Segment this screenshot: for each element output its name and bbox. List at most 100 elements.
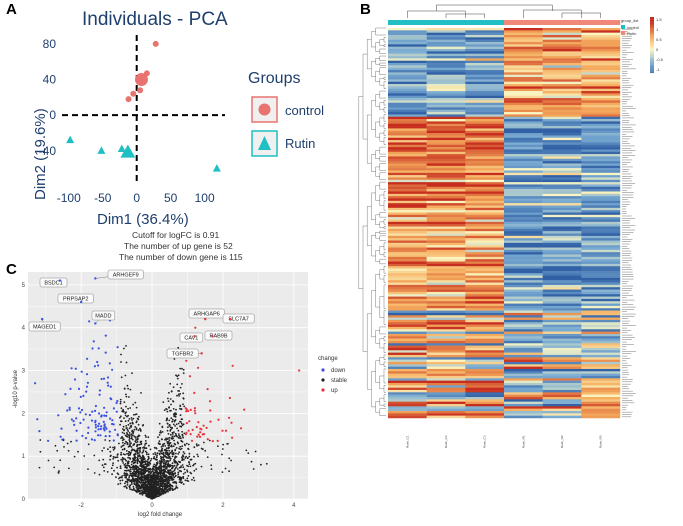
heatmap-cell [542, 305, 582, 309]
heatmap-cell [581, 324, 621, 328]
volcano-stable-point [135, 475, 138, 478]
heatmap-cell [426, 333, 466, 337]
heatmap-cell [426, 359, 466, 363]
heatmap-cell [542, 387, 582, 391]
heatmap-cell [504, 130, 543, 134]
volcano-stable-point [121, 428, 124, 430]
heatmap-cell [465, 121, 505, 124]
volcano-up-point [217, 418, 220, 421]
heatmap-cell [504, 350, 543, 353]
volcano-stable-point [117, 473, 120, 476]
heatmap-cell [581, 165, 621, 169]
volcano-down-point [111, 368, 114, 371]
panel-label-c: C [6, 261, 17, 278]
heatmap-cell [426, 366, 466, 370]
heatmap-cell [465, 399, 505, 402]
heatmap-cell [388, 270, 427, 274]
heatmap-cell [504, 389, 543, 393]
heatmap-cell [388, 175, 427, 178]
row-dendrogram-branch [379, 62, 386, 66]
heatmap-cell [542, 191, 582, 195]
volcano-stable-point [139, 457, 142, 460]
heatmap-cell [504, 387, 543, 391]
volcano-up-point [185, 431, 188, 434]
volcano-stable-point [159, 475, 162, 478]
heatmap-cell [504, 219, 543, 223]
heatmap-cell [426, 37, 466, 40]
heatmap-group-cell [581, 20, 621, 25]
heatmap-cell [465, 226, 505, 230]
volcano-stable-point [131, 448, 134, 451]
volcano-stable-point [140, 476, 143, 479]
heatmap-cell [426, 308, 466, 311]
volcano-stable-point [172, 445, 175, 447]
heatmap-cell [504, 30, 543, 33]
pca-y-tick-label: 0 [49, 108, 56, 122]
volcano-stable-point [173, 459, 175, 461]
row-dendrogram-branch [379, 357, 384, 365]
volcano-stable-point [163, 471, 166, 473]
heatmap-cell [542, 203, 582, 206]
volcano-stable-point [142, 458, 145, 461]
heatmap-cell [426, 347, 466, 351]
heatmap-cell [581, 364, 621, 367]
heatmap-cell [465, 273, 505, 276]
heatmap-cell [388, 273, 427, 276]
volcano-stable-point [193, 469, 196, 472]
volcano-stable-point [206, 456, 209, 458]
heatmap-cell [426, 196, 466, 199]
volcano-stable-point [174, 448, 177, 451]
volcano-down-point [111, 419, 114, 422]
volcano-stable-point [170, 475, 173, 478]
heatmap-cell [388, 56, 427, 59]
color-scale-segment [650, 50, 654, 53]
volcano-stable-point [122, 437, 124, 439]
volcano-stable-point [143, 489, 146, 491]
heatmap-cell [542, 172, 582, 176]
volcano-stable-point [175, 447, 178, 449]
heatmap-cell [465, 245, 505, 248]
heatmap-cell [542, 371, 582, 374]
volcano-stable-point [155, 456, 158, 459]
heatmap-cell [542, 39, 582, 43]
heatmap-cell [504, 32, 543, 36]
heatmap-cell [542, 296, 582, 300]
heatmap-cell [465, 95, 505, 99]
volcano-stable-point [150, 478, 153, 481]
heatmap-cell [581, 37, 621, 40]
heatmap-cell [581, 263, 621, 267]
volcano-stable-point [177, 393, 180, 396]
volcano-down-point [97, 347, 100, 350]
volcano-stable-point [182, 423, 185, 426]
color-scale-segment [650, 18, 654, 20]
volcano-stable-point [145, 447, 148, 450]
heatmap-cell [465, 361, 505, 365]
heatmap-cell [465, 354, 505, 358]
volcano-stable-point [121, 410, 124, 413]
heatmap-cell [388, 298, 427, 302]
heatmap-cell [581, 182, 621, 185]
volcano-stable-point [150, 485, 153, 488]
volcano-stable-point [134, 452, 137, 455]
volcano-up-point [197, 421, 200, 424]
volcano-stable-point [112, 449, 115, 451]
color-scale-segment [650, 56, 654, 58]
volcano-stable-point [135, 420, 138, 423]
volcano-stable-point [137, 459, 140, 461]
heatmap-cell [426, 280, 466, 283]
heatmap-cell [504, 282, 543, 286]
volcano-up-point [231, 436, 234, 439]
heatmap-cell [542, 298, 582, 302]
heatmap-cell [542, 121, 582, 124]
volcano-stable-point [158, 440, 161, 443]
heatmap-cell [465, 347, 505, 351]
heatmap-cell [542, 44, 582, 47]
color-scale-segment [650, 22, 654, 25]
volcano-stable-point [115, 456, 117, 459]
volcano-stable-point [195, 443, 198, 446]
volcano-stable-point [183, 452, 186, 455]
volcano-stable-point [163, 409, 166, 411]
volcano-stable-point [117, 483, 120, 485]
row-dendrogram-branch [362, 225, 368, 352]
volcano-stable-point [210, 464, 213, 467]
